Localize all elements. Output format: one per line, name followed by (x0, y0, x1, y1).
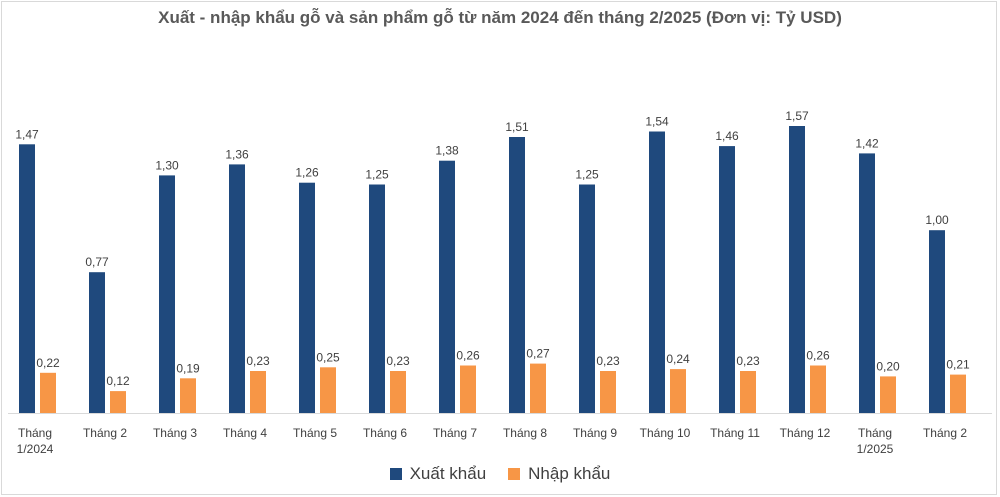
bar-import (950, 374, 966, 413)
legend-item-import: Nhập khẩu (508, 464, 610, 484)
bar-export (719, 146, 735, 413)
data-label-export: 1,36 (225, 147, 249, 161)
x-tick-label: Tháng 7 (433, 426, 477, 440)
bar-export (159, 175, 175, 413)
bar-import (810, 365, 826, 413)
x-tick-label: Tháng 6 (363, 426, 407, 440)
data-label-import: 0,26 (456, 349, 480, 363)
data-label-export: 1,42 (855, 136, 879, 150)
x-tick-label: Tháng 8 (503, 426, 547, 440)
x-tick-label: Tháng 2 (83, 426, 127, 440)
data-label-export: 1,25 (575, 168, 599, 182)
data-label-import: 0,23 (596, 354, 620, 368)
legend-item-export: Xuất khẩu (389, 464, 487, 484)
data-label-import: 0,12 (106, 374, 130, 388)
data-label-import: 0,22 (36, 356, 60, 370)
data-label-import: 0,25 (316, 350, 340, 364)
x-tick-label: Tháng 2 (923, 426, 967, 440)
bar-import (320, 367, 336, 413)
data-label-export: 1,25 (365, 168, 389, 182)
bar-import (180, 378, 196, 413)
data-label-export: 1,46 (715, 129, 739, 143)
data-label-import: 0,21 (946, 358, 970, 372)
x-tick-label: Tháng 3 (153, 426, 197, 440)
bar-export (299, 182, 315, 413)
data-label-import: 0,23 (386, 354, 410, 368)
x-tick-label: Tháng 9 (573, 426, 617, 440)
bar-chart: 1,47 0,22 Tháng 1/2024 0,77 0,12 Tháng 2 1,30 0,… (8, 109, 992, 456)
chart-title: Xuất - nhập khẩu gỗ và sản phẩm gỗ từ nă… (158, 8, 842, 27)
data-label-export: 1,30 (155, 158, 179, 172)
data-label-export: 1,26 (295, 166, 319, 180)
bar-export (89, 272, 105, 413)
chart-legend: Xuất khẩu Nhập khẩu (0, 464, 1000, 484)
legend-swatch-export (389, 468, 402, 480)
x-tick-label: Tháng (858, 426, 892, 440)
data-label-import: 0,23 (246, 354, 270, 368)
bar-export (439, 160, 455, 413)
bar-import (880, 376, 896, 413)
data-label-export: 1,00 (925, 213, 949, 227)
x-tick-label: Tháng 11 (710, 426, 760, 440)
bar-import (110, 391, 126, 413)
data-label-import: 0,19 (176, 361, 200, 375)
bar-import (390, 371, 406, 413)
bar-import (670, 369, 686, 413)
bar-export (789, 126, 805, 413)
x-tick-label: Tháng 12 (780, 426, 831, 440)
data-label-export: 1,54 (645, 115, 669, 129)
data-label-import: 0,27 (526, 347, 550, 361)
bar-export (229, 164, 245, 413)
bar-export (509, 137, 525, 413)
data-label-export: 1,38 (435, 144, 459, 158)
bar-import (460, 365, 476, 413)
data-label-export: 1,47 (15, 127, 39, 141)
data-label-export: 1,57 (785, 109, 809, 123)
legend-label-export: Xuất khẩu (409, 464, 487, 483)
x-tick-label: Tháng 4 (223, 426, 267, 440)
data-label-export: 1,51 (505, 120, 529, 134)
data-label-import: 0,24 (666, 352, 690, 366)
x-tick-label: Tháng (18, 426, 52, 440)
data-label-import: 0,23 (736, 354, 760, 368)
bar-import (600, 371, 616, 413)
x-tick-label: 1/2024 (17, 442, 54, 456)
legend-label-import: Nhập khẩu (528, 464, 611, 483)
bar-export (859, 153, 875, 413)
x-tick-label: Tháng 10 (640, 426, 691, 440)
data-label-import: 0,26 (806, 349, 830, 363)
data-label-import: 0,20 (876, 359, 900, 373)
bar-import (250, 371, 266, 413)
bar-import (530, 363, 546, 413)
data-label-export: 0,77 (85, 255, 109, 269)
x-tick-label: 1/2025 (857, 442, 894, 456)
bar-import (740, 371, 756, 413)
bar-export (929, 230, 945, 413)
bar-export (369, 184, 385, 413)
x-tick-label: Tháng 5 (293, 426, 337, 440)
bar-export (649, 131, 665, 413)
bar-import (40, 372, 56, 413)
bar-export (19, 144, 35, 414)
bar-export (579, 184, 595, 413)
legend-swatch-import (508, 468, 521, 480)
